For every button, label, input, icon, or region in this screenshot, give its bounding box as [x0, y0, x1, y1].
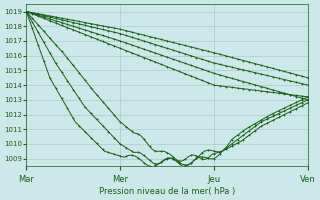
X-axis label: Pression niveau de la mer( hPa ): Pression niveau de la mer( hPa ): [99, 187, 235, 196]
